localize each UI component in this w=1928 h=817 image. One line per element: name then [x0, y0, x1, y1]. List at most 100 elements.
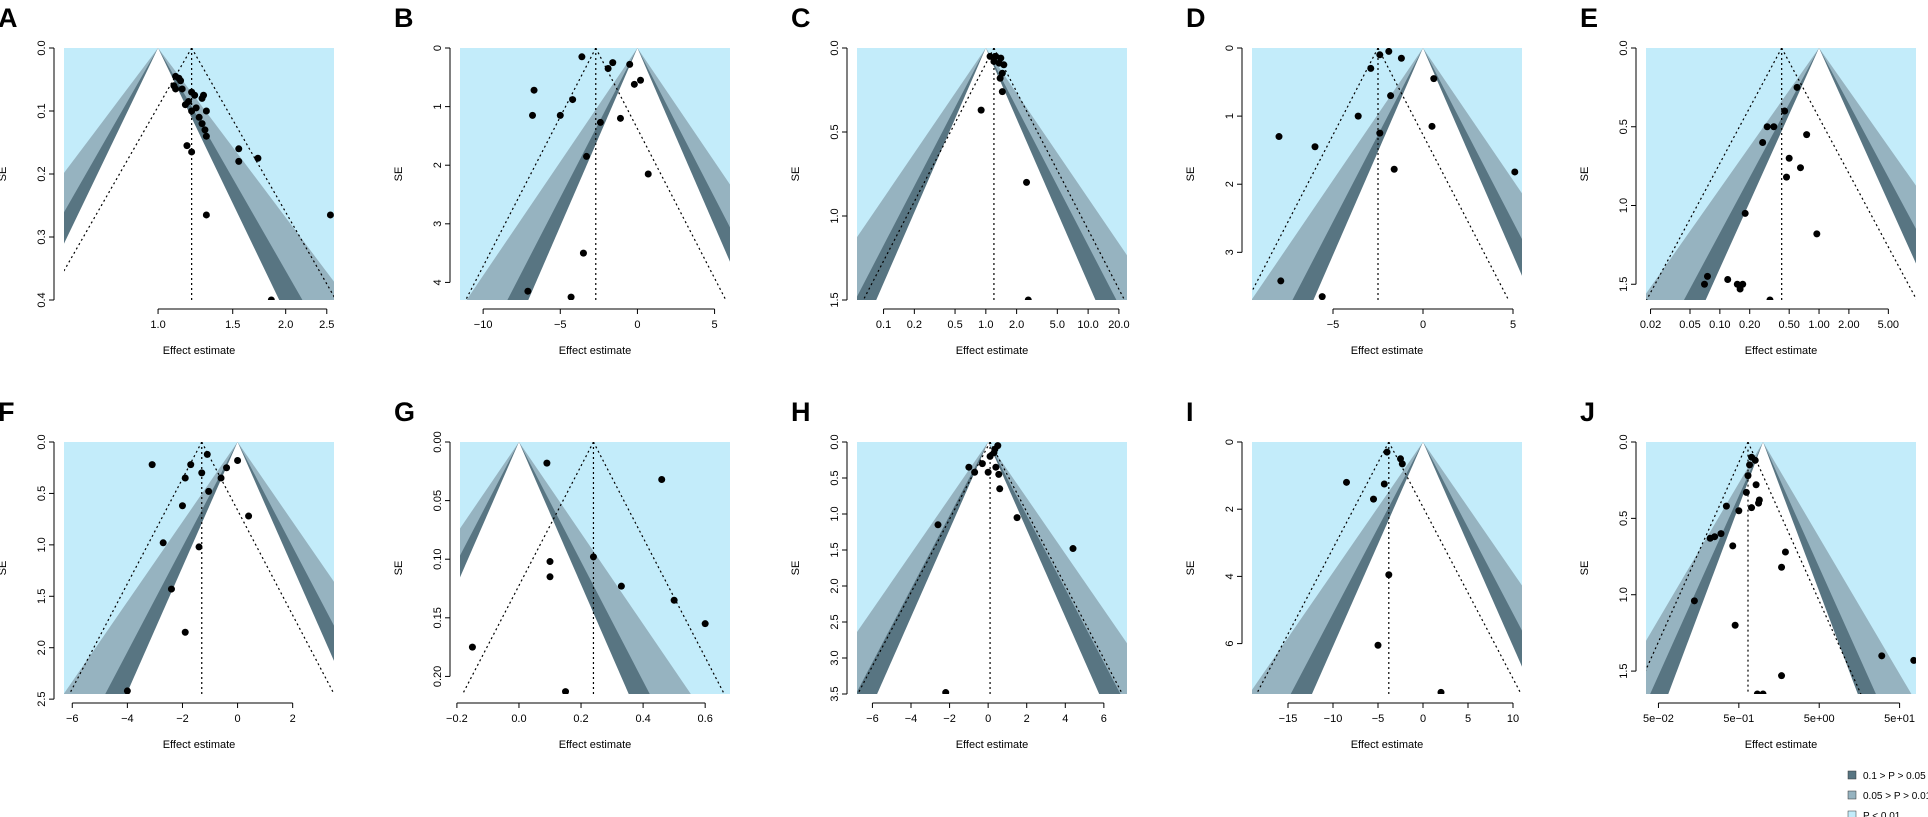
data-point	[998, 88, 1006, 96]
data-point	[1343, 478, 1350, 486]
panel-I: −15 −10 −5 0 5 10 Effect estimate 0 2 4 6 SE I	[1185, 397, 1522, 751]
data-point	[1778, 672, 1786, 680]
data-point	[992, 463, 1000, 471]
data-point	[1397, 54, 1405, 62]
contour-region-nonsig	[876, 48, 1096, 300]
x-tick-label: 0	[985, 713, 991, 725]
funnel-right-line	[592, 442, 725, 694]
x-tick-label: 0	[1420, 319, 1426, 331]
funnel-right-line	[993, 48, 1126, 300]
data-point	[1793, 83, 1801, 91]
data-point	[203, 450, 211, 458]
y-tick-label: 1.5	[829, 292, 841, 307]
data-point	[1277, 277, 1285, 285]
x-axis-label: Effect estimate	[1745, 345, 1818, 357]
y-tick-label: 1.5	[36, 589, 48, 604]
data-point	[1759, 139, 1767, 146]
data-point	[1437, 688, 1445, 694]
data-point	[569, 96, 577, 104]
x-tick-label: 5e+00	[1804, 713, 1835, 725]
data-point	[148, 461, 156, 469]
x-tick-label: −5	[1327, 319, 1340, 331]
x-tick-label: 0.6	[698, 713, 713, 725]
data-point	[205, 487, 213, 495]
data-point	[978, 460, 986, 468]
y-axis-label: SE	[1185, 561, 1197, 576]
x-axis-label: Effect estimate	[1351, 345, 1424, 357]
y-tick-label: 1	[1224, 113, 1236, 119]
data-point	[202, 132, 210, 140]
data-point	[172, 85, 180, 93]
data-point	[1724, 276, 1732, 284]
data-point	[1370, 495, 1377, 503]
x-tick-label: 6	[1101, 713, 1107, 725]
data-point	[181, 628, 189, 636]
y-tick-label: 3.0	[829, 650, 841, 665]
x-tick-label: 5e−01	[1723, 713, 1754, 725]
funnel-left-line	[1252, 48, 1379, 293]
y-tick-label: 0	[432, 45, 444, 51]
data-point	[123, 687, 131, 694]
data-point	[1746, 461, 1754, 469]
y-tick-label: 1.0	[829, 208, 841, 223]
y-tick-label: 0.0	[1618, 40, 1630, 55]
funnel-left-line	[862, 48, 995, 300]
x-tick-label: 1.0	[150, 319, 165, 331]
data-point	[942, 689, 950, 694]
data-point	[1690, 597, 1698, 605]
y-tick-label: 0.4	[36, 292, 48, 307]
x-tick-label: −10	[474, 319, 493, 331]
y-tick-label: 2.0	[829, 578, 841, 593]
data-point	[644, 170, 652, 178]
data-point	[1354, 112, 1362, 120]
plot-area	[64, 48, 334, 300]
data-point	[1759, 690, 1767, 694]
x-tick-label: −0.2	[446, 713, 468, 725]
y-tick-label: 0.5	[1618, 511, 1630, 526]
funnel-right-line	[191, 48, 334, 298]
y-tick-label: 0.3	[36, 229, 48, 244]
x-tick-label: 1.5	[225, 319, 240, 331]
data-point	[1729, 542, 1737, 550]
y-tick-label: 0.15	[432, 607, 444, 628]
data-point	[1770, 123, 1778, 131]
data-point	[1023, 178, 1031, 186]
x-tick-label: 1.00	[1808, 319, 1829, 331]
y-axis-label: SE	[790, 167, 802, 182]
y-tick-label: 1.0	[829, 506, 841, 521]
data-point	[1717, 530, 1725, 538]
data-point	[1781, 107, 1789, 115]
legend-swatch	[1847, 790, 1857, 800]
data-point	[637, 76, 645, 84]
data-point	[609, 59, 617, 67]
data-point	[1766, 296, 1774, 300]
panel-letter: A	[0, 3, 18, 33]
x-tick-label: 1.0	[978, 319, 993, 331]
data-point	[198, 94, 206, 102]
data-point	[1311, 143, 1319, 151]
contour-region-nonsig	[877, 442, 1100, 694]
data-point	[1385, 48, 1393, 55]
panel-F: −6 −4 −2 0 2 Effect estimate 0.0 0.5 1.0 1.5 2.0 2.…	[0, 397, 334, 751]
panel-letter: H	[791, 397, 811, 427]
data-point	[529, 111, 537, 119]
data-point	[1318, 293, 1326, 300]
plot-area	[64, 442, 334, 694]
data-point	[183, 142, 191, 150]
y-tick-label: 2.0	[36, 640, 48, 655]
contour-region-nonsig	[1668, 442, 1858, 694]
legend-label: 0.05 > P > 0.01	[1863, 791, 1928, 802]
data-point	[223, 464, 231, 472]
x-tick-label: −4	[905, 713, 918, 725]
data-point	[235, 157, 243, 165]
data-point	[1803, 131, 1811, 139]
contour-region-nonsig	[64, 48, 280, 300]
x-tick-label: −2	[943, 713, 956, 725]
x-tick-label: 0	[235, 713, 241, 725]
data-point	[1783, 173, 1791, 181]
x-tick-label: 0.10	[1709, 319, 1730, 331]
panel-J: 5e−02 5e−01 5e+00 5e+01 Effect estimate 0.0 0.…	[1579, 397, 1916, 751]
y-tick-label: 0	[1224, 439, 1236, 445]
panel-C: 0.1 0.2 0.5 1.0 2.0 5.0 10.0 20.0 Effect estimat…	[790, 3, 1130, 357]
y-tick-label: 0.00	[432, 431, 444, 452]
